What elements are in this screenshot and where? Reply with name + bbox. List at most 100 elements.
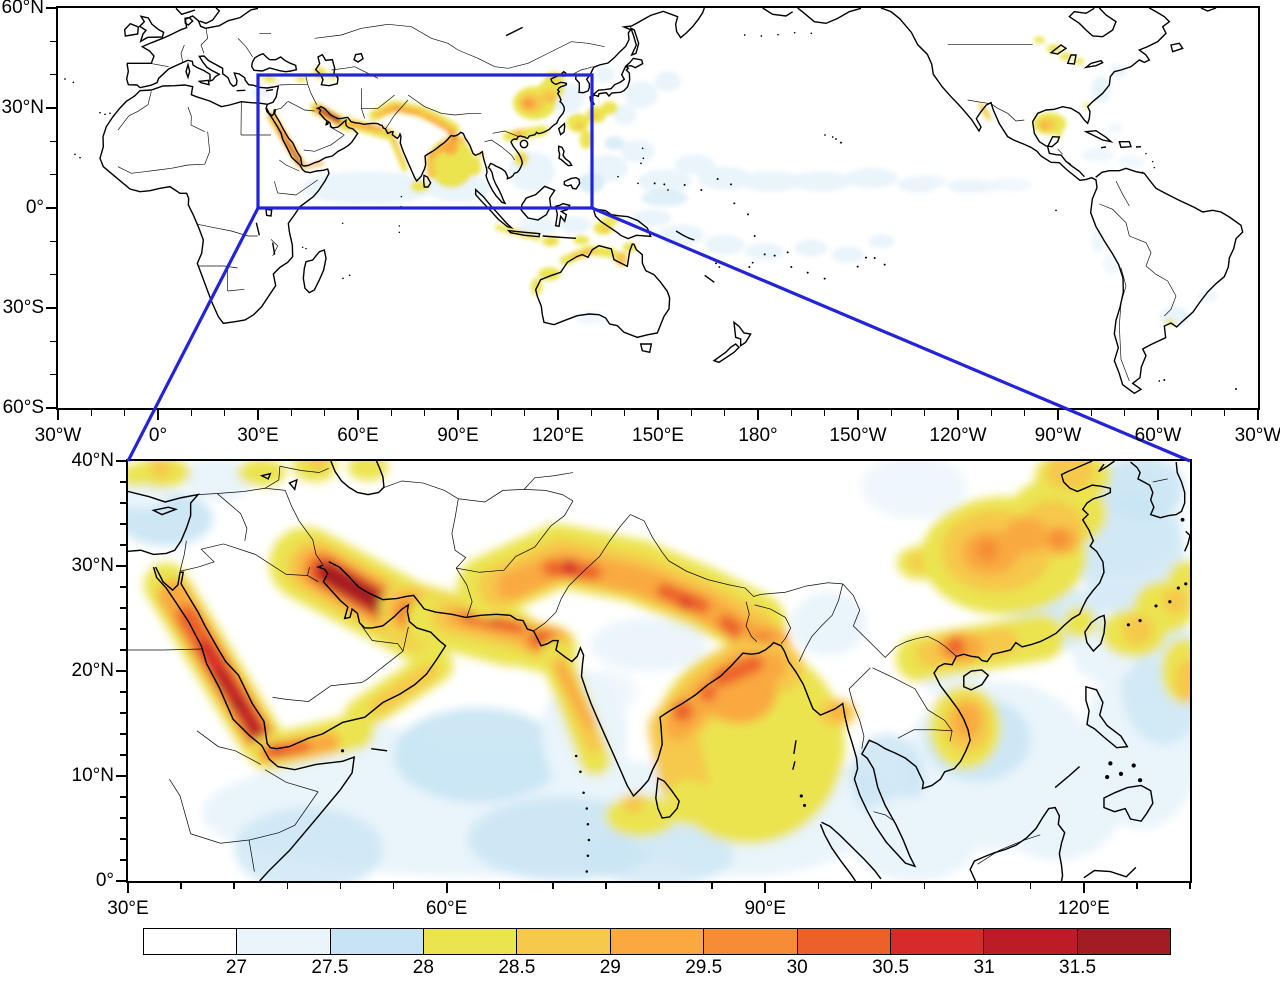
colorbar-cell [237, 929, 331, 954]
axis-tick [120, 796, 126, 798]
axis-tick [605, 883, 607, 889]
axis-tick [50, 40, 56, 43]
colorbar-cell [610, 929, 705, 954]
axis-tick [1157, 410, 1159, 420]
bottom-y-tick-label: 30°N [71, 555, 114, 577]
colorbar [143, 928, 1171, 955]
axis-tick [1057, 410, 1059, 420]
global-map [64, 8, 1244, 395]
colorbar-tick-label: 30.5 [872, 957, 910, 978]
axis-tick [870, 883, 873, 889]
top-x-tick-label: 120°E [532, 425, 584, 446]
axis-tick [823, 410, 826, 416]
axis-tick [711, 883, 713, 889]
axis-tick [123, 410, 126, 416]
axis-tick [1029, 883, 1032, 889]
axis-tick [1090, 410, 1093, 416]
colorbar-tick-label: 29.5 [685, 957, 723, 978]
axis-tick [120, 754, 126, 756]
axis-tick [1082, 883, 1085, 893]
colorbar-tick-label: 27 [225, 957, 248, 978]
axis-tick [339, 883, 342, 889]
axis-tick [120, 544, 126, 546]
regional-coastlines [128, 461, 1190, 881]
axis-tick [923, 883, 926, 889]
axis-tick [817, 883, 820, 889]
top-x-tick-label: 150°W [829, 425, 887, 446]
axis-tick [1123, 410, 1126, 416]
axis-tick [116, 775, 126, 777]
axis-tick [857, 410, 859, 420]
top-x-tick-label: 180° [738, 425, 778, 446]
top-x-tick-label: 30°W [1234, 425, 1280, 446]
axis-tick [116, 460, 126, 462]
axis-tick [50, 173, 56, 176]
axis-tick [120, 859, 126, 861]
axis-tick [120, 649, 126, 651]
axis-tick [120, 481, 126, 483]
axis-tick [257, 410, 259, 420]
bottom-x-tick-label: 30°E [107, 898, 149, 919]
bottom-x-tick-label: 90°E [744, 898, 786, 919]
axis-tick [323, 410, 326, 416]
regional-map-panel [126, 459, 1192, 883]
axis-tick [120, 607, 126, 609]
bottom-x-tick-label: 120°E [1057, 898, 1110, 919]
bottom-y-tick-label: 10°N [71, 765, 114, 787]
axis-tick [890, 410, 893, 416]
axis-tick [90, 410, 93, 416]
top-x-tick-label: 30°E [237, 425, 279, 446]
colorbar-cell [517, 929, 611, 954]
axis-tick [623, 410, 626, 416]
axis-tick [46, 407, 56, 409]
colorbar-cell [704, 929, 798, 954]
top-x-tick-label: 30°W [34, 425, 82, 446]
axis-tick [723, 410, 726, 416]
axis-tick [116, 670, 126, 672]
colorbar-cell [797, 929, 891, 954]
axis-tick [658, 883, 660, 889]
regional-borders [128, 465, 1168, 872]
axis-tick [120, 691, 126, 693]
axis-tick [1190, 410, 1193, 416]
axis-tick [50, 340, 56, 343]
axis-tick [116, 880, 126, 882]
axis-tick [233, 883, 235, 889]
axis-tick [392, 883, 395, 889]
axis-tick [120, 733, 126, 735]
axis-tick [50, 273, 56, 276]
colorbar-tick-label: 30 [786, 957, 808, 978]
axis-tick [552, 883, 554, 889]
axis-tick [957, 410, 959, 420]
axis-tick [757, 410, 759, 420]
axis-tick [1257, 410, 1259, 420]
axis-tick [57, 410, 59, 420]
axis-tick [120, 628, 126, 630]
axis-tick [498, 883, 501, 889]
africa-coast [99, 84, 330, 325]
axis-tick [157, 410, 159, 420]
top-x-tick-label: 150°E [632, 425, 684, 446]
colorbar-cell [144, 929, 238, 954]
colorbar-cell [330, 929, 425, 954]
bottom-y-tick-label: 0° [95, 870, 114, 892]
axis-tick [50, 140, 56, 143]
axis-tick [46, 107, 56, 109]
bottom-x-tick-label: 60°E [425, 898, 468, 919]
axis-tick [46, 7, 56, 9]
global-map-panel [56, 6, 1260, 410]
axis-tick [764, 883, 767, 893]
colorbar-tick-label: 31.5 [1059, 957, 1097, 978]
top-x-tick-label: 120°W [929, 425, 987, 446]
axis-tick [50, 240, 56, 243]
colorbar-tick-label: 29 [599, 957, 621, 978]
axis-tick [120, 712, 126, 714]
bottom-y-tick-label: 40°N [71, 450, 114, 472]
axis-tick [120, 586, 126, 588]
colorbar-cell [1077, 929, 1170, 954]
axis-tick [286, 883, 289, 889]
top-x-tick-label: 0° [148, 425, 168, 446]
axis-tick [190, 410, 193, 416]
colorbar-tick-label: 31 [973, 957, 995, 978]
